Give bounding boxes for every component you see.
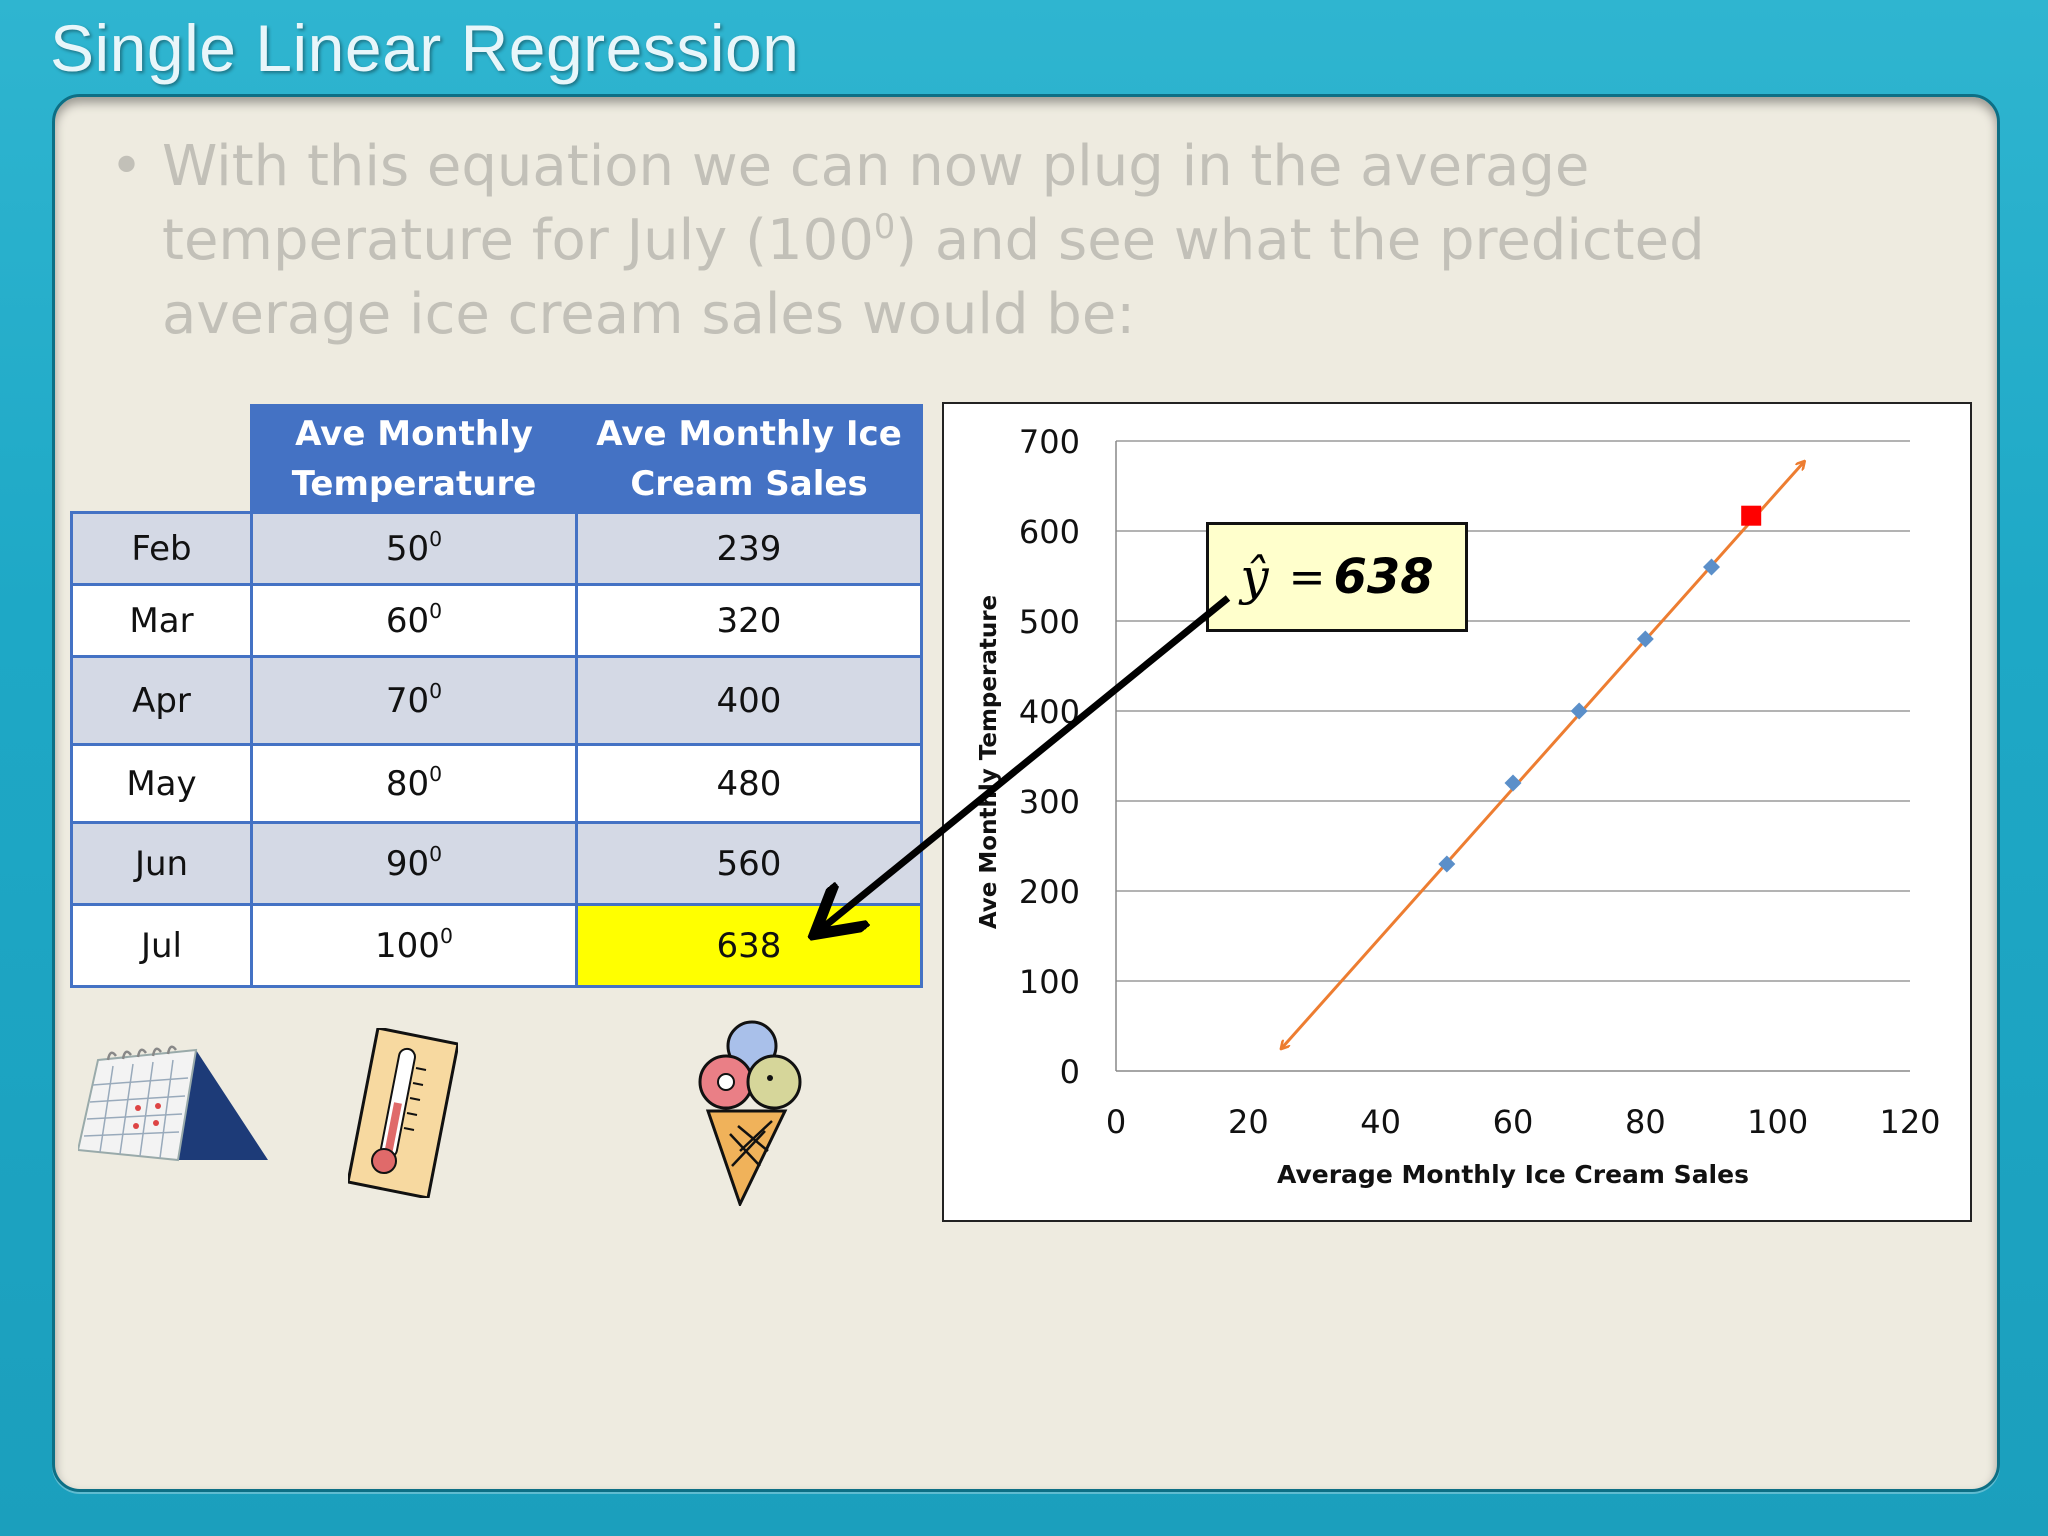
x-tick-label: 20 [1228, 1103, 1269, 1141]
x-tick-label: 40 [1360, 1103, 1401, 1141]
cell-degree: 0 [429, 762, 443, 787]
cell-temperature-value: 70 [385, 680, 430, 721]
cell-sales: 560 [575, 821, 923, 906]
calendar-icon [78, 1045, 268, 1162]
y-hat-symbol: ŷ [1240, 548, 1269, 606]
table-header-row: Ave Monthly Temperature Ave Monthly Ice … [72, 404, 923, 514]
callout-equals: = [1288, 551, 1326, 603]
trend-line [1281, 462, 1804, 1049]
y-tick-label: 100 [1019, 963, 1080, 1001]
cell-sales: 480 [575, 743, 923, 824]
y-tick-label: 500 [1019, 603, 1080, 641]
header-sales-line2: Cream Sales [630, 464, 868, 504]
table-header-empty [72, 406, 252, 513]
cell-degree: 0 [429, 599, 443, 624]
cell-month: Feb [70, 511, 253, 586]
cell-sales: 320 [575, 583, 923, 658]
y-tick-label: 600 [1019, 513, 1080, 551]
cell-temperature: 500 [250, 511, 578, 586]
callout-value: 638 [1333, 549, 1434, 605]
bullet-line-3: average ice cream sales would be: [162, 282, 1136, 347]
header-temp-line1: Ave Monthly [295, 414, 533, 454]
cell-sales: 400 [575, 655, 923, 746]
cell-degree: 0 [429, 679, 443, 704]
ice-cream-icon [698, 1020, 802, 1206]
table-row: May 800 480 [70, 743, 923, 824]
table-row: Apr 700 400 [70, 655, 923, 746]
cell-degree: 0 [429, 842, 443, 867]
cell-sales-predicted: 638 [575, 903, 923, 988]
cell-temperature: 1000 [250, 903, 578, 988]
cell-temperature-value: 100 [375, 925, 440, 966]
predicted-point [1741, 505, 1762, 526]
cell-temperature: 700 [250, 655, 578, 746]
header-sales-line1: Ave Monthly Ice [596, 414, 902, 454]
bullet-line-1: With this equation we can now plug in th… [162, 134, 1590, 199]
cell-month: Jun [70, 821, 253, 906]
table-header-temperature: Ave Monthly Temperature [250, 404, 578, 514]
x-axis-label: Average Monthly Ice Cream Sales [1277, 1160, 1749, 1189]
table-row: Jun 900 560 [70, 821, 923, 906]
cell-month: May [70, 743, 253, 824]
cell-temperature-value: 80 [385, 763, 430, 804]
x-tick-label: 100 [1747, 1103, 1808, 1141]
y-tick-label: 700 [1019, 423, 1080, 461]
cell-temperature: 600 [250, 583, 578, 658]
data-point [1570, 702, 1588, 720]
cell-temperature: 900 [250, 821, 578, 906]
cell-temperature: 800 [250, 743, 578, 824]
data-point [1703, 558, 1720, 576]
y-axis-label: Ave Monthly Temperature [976, 595, 1002, 929]
table-row: Mar 600 320 [70, 583, 923, 658]
table-header-sales: Ave Monthly Ice Cream Sales [575, 404, 923, 514]
y-tick-label: 200 [1019, 873, 1080, 911]
bullet-dot: • [110, 134, 144, 199]
data-table: Ave Monthly Temperature Ave Monthly Ice … [70, 404, 923, 988]
cell-month: Apr [70, 655, 253, 746]
y-tick-label: 300 [1019, 783, 1080, 821]
bullet-line-2-post: ) and see what the predicted [895, 208, 1705, 273]
x-tick-label: 0 [1106, 1103, 1126, 1141]
x-tick-label: 120 [1879, 1103, 1940, 1141]
cell-temperature-value: 60 [385, 600, 430, 641]
cell-sales: 239 [575, 511, 923, 586]
header-temp-line2: Temperature [291, 464, 537, 504]
table-row: Feb 500 239 [70, 511, 923, 586]
data-point [1504, 774, 1522, 792]
data-point [1636, 630, 1654, 648]
bullet-text: • With this equation we can now plug in … [110, 130, 1762, 352]
cell-month: Mar [70, 583, 253, 658]
bullet-line-2-pre: temperature for July (100 [162, 208, 874, 273]
x-tick-label: 80 [1625, 1103, 1666, 1141]
cell-degree: 0 [439, 924, 453, 949]
prediction-callout: ŷ = 638 [1206, 522, 1468, 632]
bullet-degree: 0 [873, 206, 896, 246]
y-tick-label: 400 [1019, 693, 1080, 731]
cell-temperature-value: 90 [385, 843, 430, 884]
y-tick-label: 0 [1060, 1053, 1080, 1091]
thermometer-icon [348, 1028, 458, 1198]
table-row: Jul 1000 638 [70, 903, 923, 988]
slide-title: Single Linear Regression [50, 11, 800, 85]
cell-degree: 0 [429, 527, 443, 552]
x-tick-label: 60 [1493, 1103, 1534, 1141]
cell-month: Jul [70, 903, 253, 988]
data-point [1438, 855, 1456, 873]
cell-temperature-value: 50 [385, 528, 430, 569]
